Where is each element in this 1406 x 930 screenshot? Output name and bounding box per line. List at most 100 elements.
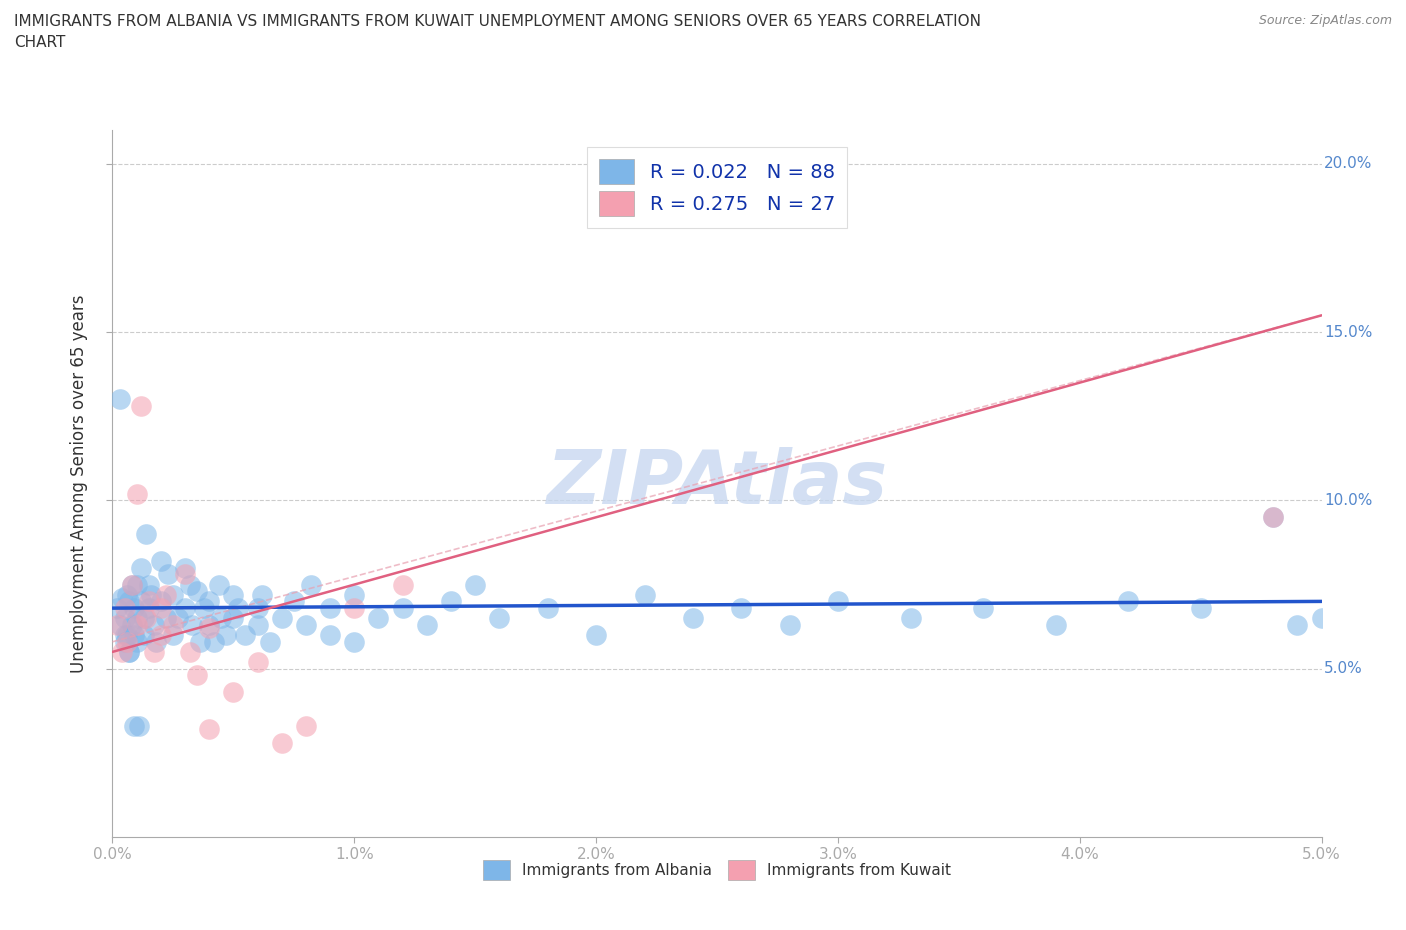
Point [202, 634, 225, 649]
Point [246, 601, 269, 616]
Point [1286, 618, 1309, 632]
Point [633, 587, 655, 602]
Point [215, 628, 238, 643]
Point [367, 611, 389, 626]
Point [416, 618, 439, 632]
Point [222, 587, 245, 602]
Point [209, 611, 232, 626]
Point [121, 578, 143, 592]
Point [142, 644, 165, 659]
Legend: Immigrants from Albania, Immigrants from Kuwait: Immigrants from Albania, Immigrants from… [477, 854, 957, 886]
Point [779, 618, 801, 632]
Text: IMMIGRANTS FROM ALBANIA VS IMMIGRANTS FROM KUWAIT UNEMPLOYMENT AMONG SENIORS OVE: IMMIGRANTS FROM ALBANIA VS IMMIGRANTS FR… [14, 14, 981, 50]
Point [174, 560, 197, 575]
Point [226, 601, 249, 616]
Point [259, 634, 281, 649]
Point [118, 644, 141, 659]
Point [174, 601, 197, 616]
Point [440, 594, 463, 609]
Point [585, 628, 607, 643]
Point [105, 618, 128, 632]
Point [142, 618, 165, 632]
Point [149, 594, 172, 609]
Text: 10.0%: 10.0% [1324, 493, 1372, 508]
Point [166, 611, 188, 626]
Point [125, 618, 148, 632]
Point [105, 601, 128, 616]
Point [131, 594, 153, 609]
Point [1310, 611, 1333, 626]
Point [186, 584, 208, 599]
Point [138, 578, 160, 592]
Point [391, 601, 413, 616]
Point [181, 618, 204, 632]
Point [149, 553, 172, 568]
Point [135, 526, 157, 541]
Point [537, 601, 560, 616]
Point [1263, 510, 1285, 525]
Point [208, 578, 231, 592]
Text: 20.0%: 20.0% [1324, 156, 1372, 171]
Point [138, 594, 160, 609]
Point [149, 628, 172, 643]
Point [343, 587, 366, 602]
Point [246, 618, 269, 632]
Point [132, 611, 155, 626]
Point [121, 618, 143, 632]
Point [157, 567, 180, 582]
Point [270, 611, 292, 626]
Point [115, 628, 138, 643]
Point [972, 601, 994, 616]
Point [179, 644, 201, 659]
Point [122, 601, 145, 616]
Text: 5.0%: 5.0% [1324, 661, 1362, 676]
Point [319, 628, 342, 643]
Text: Source: ZipAtlas.com: Source: ZipAtlas.com [1258, 14, 1392, 27]
Point [131, 399, 153, 414]
Point [235, 628, 257, 643]
Point [188, 634, 211, 649]
Point [155, 611, 177, 626]
Point [131, 560, 153, 575]
Point [162, 618, 184, 632]
Point [198, 722, 221, 737]
Point [138, 601, 160, 616]
Point [108, 618, 131, 632]
Point [198, 621, 221, 636]
Point [1189, 601, 1212, 616]
Point [319, 601, 342, 616]
Point [149, 601, 172, 616]
Point [115, 587, 138, 602]
Y-axis label: Unemployment Among Seniors over 65 years: Unemployment Among Seniors over 65 years [70, 295, 89, 672]
Point [118, 644, 141, 659]
Point [488, 611, 510, 626]
Point [1263, 510, 1285, 525]
Point [118, 594, 141, 609]
Point [114, 628, 136, 643]
Point [730, 601, 752, 616]
Point [121, 578, 143, 592]
Point [162, 628, 184, 643]
Point [141, 587, 163, 602]
Point [222, 611, 245, 626]
Point [198, 594, 221, 609]
Point [283, 594, 305, 609]
Point [162, 587, 184, 602]
Point [299, 578, 322, 592]
Text: 15.0%: 15.0% [1324, 325, 1372, 339]
Point [186, 668, 208, 683]
Point [295, 719, 318, 734]
Text: ZIPAtlas: ZIPAtlas [547, 447, 887, 520]
Point [125, 611, 148, 626]
Point [125, 634, 148, 649]
Point [174, 567, 197, 582]
Point [111, 644, 134, 659]
Point [252, 587, 274, 602]
Point [222, 684, 245, 699]
Point [827, 594, 849, 609]
Point [114, 601, 136, 616]
Point [391, 578, 413, 592]
Point [155, 587, 177, 602]
Point [122, 719, 145, 734]
Point [295, 618, 318, 632]
